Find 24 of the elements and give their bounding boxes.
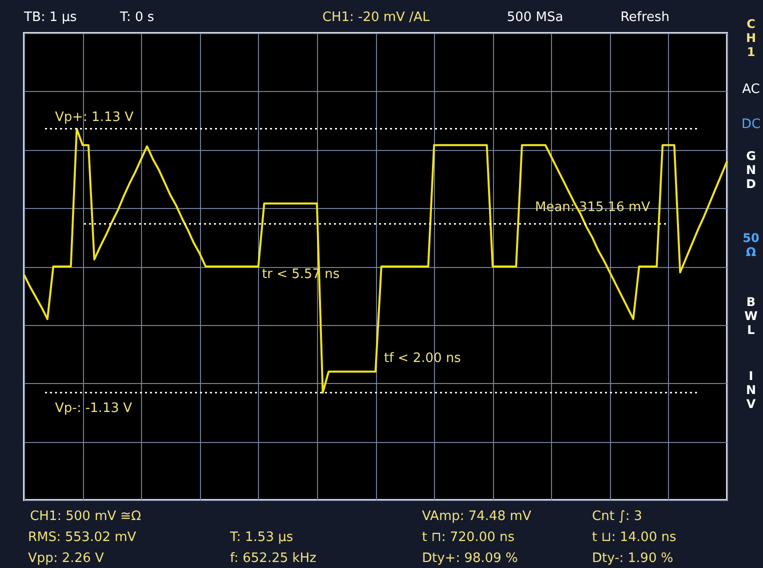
text: INV [746, 369, 756, 411]
text: t ⊔: 14.00 ns [592, 530, 676, 545]
text: TB: 1 µs [23, 10, 78, 25]
text: CH1: -20 mV /AL [322, 10, 430, 25]
text: T: 0 s [119, 10, 154, 25]
text: 50 Ω [742, 231, 760, 259]
text: Dty+: 98.09 % [422, 551, 518, 566]
text: RMS: 553.02 mV [28, 530, 136, 545]
text: GND [746, 149, 756, 191]
text: VAmp: 74.48 mV [422, 509, 532, 524]
text: T: 1.53 µs [229, 530, 294, 545]
text: Refresh [620, 10, 670, 25]
text: CH1: 500 mV ≅Ω [30, 509, 142, 524]
text: Vpp: 2.26 V [28, 551, 104, 566]
text: Cnt ∫: 3 [592, 509, 642, 524]
text: CH1 [746, 17, 756, 59]
text: f: 652.25 kHz [230, 551, 317, 566]
text: 500 MSa [506, 10, 564, 25]
text: DC [741, 117, 761, 132]
text: Dty-: 1.90 % [592, 551, 674, 566]
text: AC [742, 82, 760, 97]
text: t ⊓: 720.00 ns [422, 530, 515, 545]
ref-line-label: Vp-: -1.13 V [55, 401, 132, 416]
text: BWL [744, 295, 758, 337]
